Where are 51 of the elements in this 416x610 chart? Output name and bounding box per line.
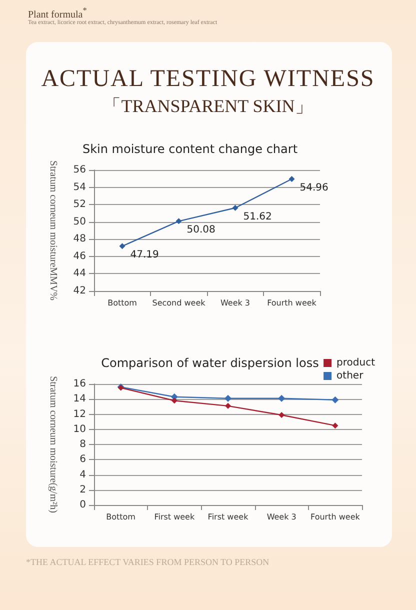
legend-label: product	[336, 358, 376, 368]
point	[278, 394, 286, 402]
text: *THE ACTUAL EFFECT VARIES FROM PERSON TO PERSON	[26, 557, 270, 567]
data-label: 50.08	[186, 224, 216, 236]
text: ACTUAL TESTING WITNESS	[40, 66, 376, 93]
y-axis-title: Stratum corneum moisture(g/m²h)	[48, 376, 58, 513]
point	[176, 218, 182, 224]
chart-title: Comparison of water dispersion loss	[101, 356, 319, 370]
y-tick-label: 16	[73, 378, 86, 390]
point	[232, 204, 238, 211]
data-label: 51.62	[243, 211, 272, 222]
y-tick-label: 46	[73, 250, 86, 262]
text: Plant formula$^{*}$	[28, 6, 87, 20]
y-axis-title: Stratum corneum moistureMMV%	[48, 160, 58, 300]
point	[288, 176, 295, 182]
x-tick-label: Second week	[152, 298, 206, 308]
y-tick-label: 56	[73, 164, 86, 176]
y-tick-label: 0	[80, 500, 86, 510]
point	[278, 412, 285, 418]
y-tick-label: 42	[73, 286, 86, 296]
x-tick-label: Fourth week	[310, 512, 360, 522]
y-tick-label: 6	[80, 454, 86, 466]
point	[119, 243, 126, 250]
y-tick-label: 2	[80, 484, 86, 496]
chart-title: Skin moisture content change chart	[82, 142, 298, 156]
y-tick-label: 54	[73, 182, 86, 193]
data-label: 54.96	[300, 182, 328, 194]
x-tick-label: First week	[154, 512, 195, 522]
x-tick-label: Week 3	[220, 298, 250, 308]
y-tick-label: 52	[73, 199, 86, 210]
x-tick-label: Fourth week	[267, 298, 317, 308]
legend-label: other	[336, 370, 364, 382]
y-tick-label: 8	[80, 439, 86, 450]
point	[171, 398, 178, 404]
point	[332, 422, 338, 429]
x-tick-label: Week 3	[266, 512, 296, 522]
y-tick-label: 48	[73, 234, 86, 245]
data-label: 47.19	[130, 250, 159, 261]
x-tick-label: First week	[208, 512, 249, 522]
y-tick-label: 14	[73, 394, 86, 405]
y-tick-label: 12	[73, 408, 86, 420]
y-tick-label: 10	[73, 424, 86, 435]
text: 「TRANSPARENT SKIN」	[102, 95, 314, 118]
x-tick-label: Bottom	[108, 298, 138, 308]
point	[224, 394, 232, 402]
point	[332, 396, 339, 404]
y-tick-label: 50	[73, 216, 86, 228]
y-tick-label: 44	[73, 268, 86, 280]
x-tick-label: Bottom	[106, 512, 136, 522]
point	[225, 402, 231, 409]
y-tick-label: 4	[80, 469, 86, 480]
